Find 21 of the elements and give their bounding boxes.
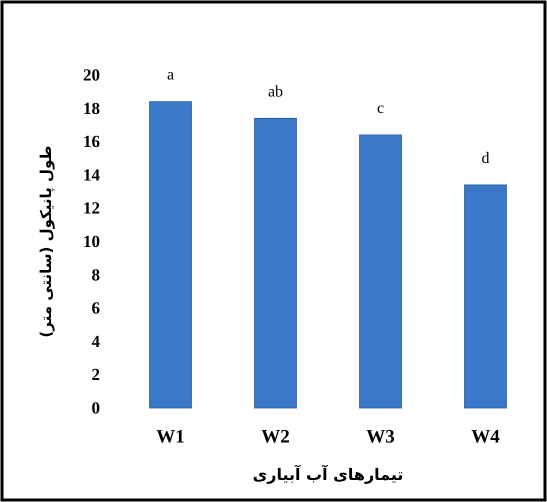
y-tick-label: 18	[83, 98, 100, 118]
x-tick-label: W3	[366, 426, 395, 448]
y-tick-label: 2	[92, 365, 100, 384]
y-tick-label: 10	[83, 232, 100, 251]
y-tick-label: 12	[83, 198, 100, 218]
y-tick-label: 8	[92, 265, 100, 284]
y-tick-label: 16	[83, 132, 100, 152]
annotation: ab	[268, 83, 284, 100]
x-axis-title: تیمارهای آب آبیاری	[252, 464, 404, 484]
annotation: a	[166, 66, 174, 84]
y-tick-label: 14	[83, 165, 100, 184]
annotation: c	[376, 100, 384, 117]
y-tick-label: 6	[92, 298, 100, 318]
x-tick-label: W2	[261, 426, 290, 448]
y-tick-label: 0	[92, 398, 100, 418]
y-tick-label: 20	[83, 66, 100, 84]
annotation: d	[482, 150, 490, 167]
y-tick-label: 4	[92, 332, 100, 351]
x-tick-label: W4	[471, 426, 500, 448]
x-tick-label: W1	[156, 426, 185, 448]
y-axis-title: طول پانیکول (سانتی متر)	[37, 145, 55, 338]
